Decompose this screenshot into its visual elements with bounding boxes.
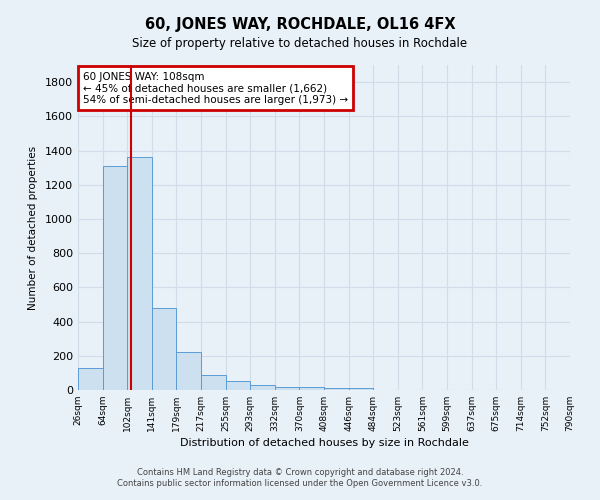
- Text: 60 JONES WAY: 108sqm
← 45% of detached houses are smaller (1,662)
54% of semi-de: 60 JONES WAY: 108sqm ← 45% of detached h…: [83, 72, 348, 104]
- Bar: [324, 388, 349, 390]
- Bar: [103, 166, 127, 390]
- Text: Size of property relative to detached houses in Rochdale: Size of property relative to detached ho…: [133, 38, 467, 51]
- Bar: [152, 308, 176, 390]
- Bar: [349, 388, 373, 390]
- Y-axis label: Number of detached properties: Number of detached properties: [28, 146, 38, 310]
- Bar: [127, 158, 152, 390]
- Bar: [299, 388, 324, 390]
- Text: 60, JONES WAY, ROCHDALE, OL16 4FX: 60, JONES WAY, ROCHDALE, OL16 4FX: [145, 18, 455, 32]
- Text: Contains HM Land Registry data © Crown copyright and database right 2024.
Contai: Contains HM Land Registry data © Crown c…: [118, 468, 482, 487]
- Bar: [226, 382, 250, 390]
- Bar: [78, 368, 103, 390]
- Bar: [275, 386, 299, 390]
- Bar: [250, 385, 275, 390]
- Bar: [176, 352, 201, 390]
- Bar: [201, 376, 226, 390]
- X-axis label: Distribution of detached houses by size in Rochdale: Distribution of detached houses by size …: [179, 438, 469, 448]
